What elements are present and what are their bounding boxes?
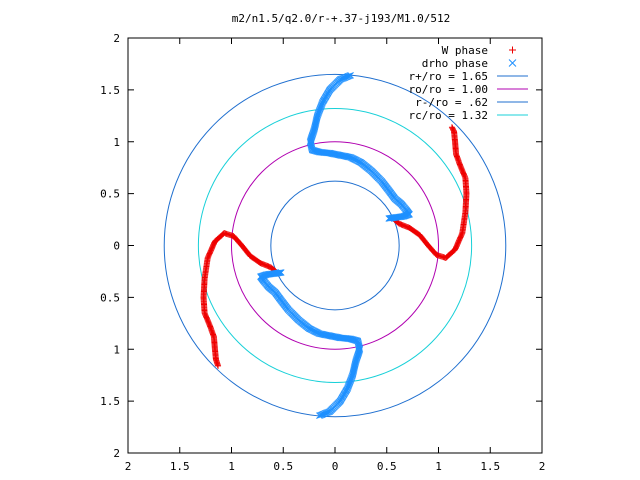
y-tick-label: 1 (113, 136, 120, 149)
x-tick-label: 1 (435, 460, 442, 473)
y-tick-label: 1 (113, 343, 120, 356)
legend-marker-0 (509, 46, 516, 54)
series-1-point (275, 269, 283, 277)
x-tick-label: 2 (539, 460, 546, 473)
series-0-point (215, 362, 222, 369)
series-1-point (387, 214, 395, 222)
y-tick-label: 2 (113, 32, 120, 45)
y-tick-label: 0.5 (100, 291, 120, 304)
x-tick-label: 1.5 (170, 460, 190, 473)
axis-ticks: 2 1.5 1 0.5 0 0.5 1 1.5 221.510.500.511.52 (100, 32, 545, 473)
series-1-point (276, 269, 284, 277)
circle-0 (163, 73, 507, 418)
circle-2 (270, 180, 400, 311)
circle-1 (231, 141, 439, 350)
series-1 (257, 71, 413, 420)
series-0-point (448, 124, 455, 131)
x-tick-label: 0.5 (377, 460, 397, 473)
series-1-point (385, 215, 393, 222)
chart-title: m2/n1.5/q2.0/r-+.37-j193/M1.0/512 (232, 12, 451, 25)
y-tick-label: 0 (113, 240, 120, 253)
series-1-point (277, 269, 285, 276)
x-tick-label: 0 (332, 460, 339, 473)
legend-label-3: ro/ro = 1.00 (409, 83, 488, 96)
legend-label-1: drho phase (422, 57, 488, 70)
reference-circles (163, 73, 507, 418)
y-tick-label: 1.5 (100, 84, 120, 97)
x-tick-label: 0.5 (273, 460, 293, 473)
x-tick-label: 2 (125, 460, 132, 473)
y-tick-label: 2 (113, 447, 120, 460)
x-tick-label: 1.5 (480, 460, 500, 473)
y-tick-label: 1.5 (100, 395, 120, 408)
legend-label-4: r-/ro = .62 (415, 96, 488, 109)
legend-label-0: W phase (442, 44, 488, 57)
data-series (200, 71, 470, 420)
legend-label-5: rc/ro = 1.32 (409, 109, 488, 122)
series-1-point (386, 214, 394, 222)
series-0-point (449, 125, 456, 132)
legend-label-2: r+/ro = 1.65 (409, 70, 488, 83)
circle-3 (197, 108, 473, 383)
y-tick-label: 0.5 (100, 188, 120, 201)
legend-marker-1 (508, 59, 517, 67)
x-tick-label: 1 (228, 460, 235, 473)
series-0 (200, 124, 470, 369)
